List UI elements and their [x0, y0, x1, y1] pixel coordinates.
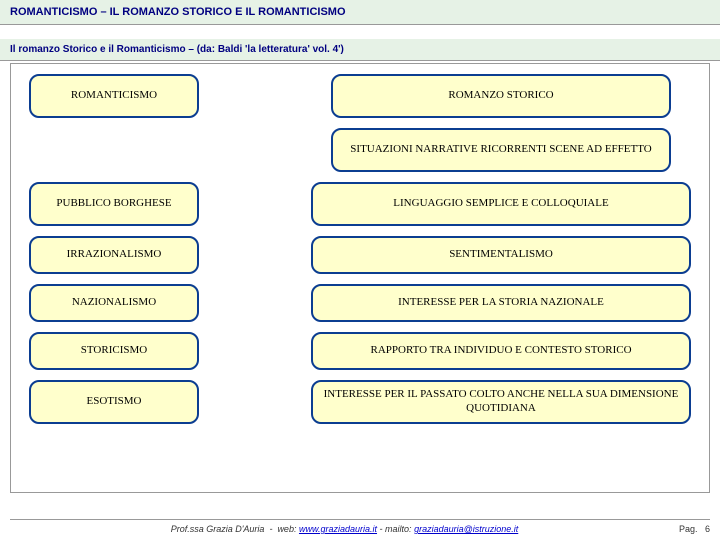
pair-row: NAZIONALISMO INTERESSE PER LA STORIA NAZ…: [29, 284, 691, 322]
page-subtitle: Il romanzo Storico e il Romanticismo – (…: [10, 44, 344, 55]
footer-author: Prof.ssa Grazia D'Auria: [171, 524, 265, 534]
node-pubblico-borghese: PUBBLICO BORGHESE: [29, 182, 199, 226]
node-situazioni-narrative: SITUAZIONI NARRATIVE RICORRENTI SCENE AD…: [331, 128, 671, 172]
page-title-bar: ROMANTICISMO – IL ROMANZO STORICO E IL R…: [0, 0, 720, 25]
node-romanzo-storico-header: ROMANZO STORICO: [331, 74, 671, 118]
node-label: ESOTISMO: [86, 395, 141, 409]
solo-row: SITUAZIONI NARRATIVE RICORRENTI SCENE AD…: [29, 128, 691, 172]
node-linguaggio-semplice: LINGUAGGIO SEMPLICE E COLLOQUIALE: [311, 182, 691, 226]
footer-page-num: 6: [705, 524, 710, 534]
node-interesse-storia-nazionale: INTERESSE PER LA STORIA NAZIONALE: [311, 284, 691, 322]
node-label: RAPPORTO TRA INDIVIDUO E CONTESTO STORIC…: [370, 344, 631, 358]
pair-row: IRRAZIONALISMO SENTIMENTALISMO: [29, 236, 691, 274]
node-romanticismo-header: ROMANTICISMO: [29, 74, 199, 118]
node-rapporto-individuo-contesto: RAPPORTO TRA INDIVIDUO E CONTESTO STORIC…: [311, 332, 691, 370]
node-storicismo: STORICISMO: [29, 332, 199, 370]
diagram-container: ROMANTICISMO ROMANZO STORICO SITUAZIONI …: [10, 63, 710, 493]
node-label: IRRAZIONALISMO: [67, 248, 162, 262]
footer-web-link[interactable]: www.graziadauria.it: [299, 524, 377, 534]
node-esotismo: ESOTISMO: [29, 380, 199, 424]
node-label: INTERESSE PER LA STORIA NAZIONALE: [398, 296, 604, 310]
node-irrazionalismo: IRRAZIONALISMO: [29, 236, 199, 274]
node-sentimentalismo: SENTIMENTALISMO: [311, 236, 691, 274]
node-label: STORICISMO: [81, 344, 147, 358]
page-title: ROMANTICISMO – IL ROMANZO STORICO E IL R…: [10, 6, 346, 18]
node-label: LINGUAGGIO SEMPLICE E COLLOQUIALE: [393, 197, 608, 211]
pair-row: PUBBLICO BORGHESE LINGUAGGIO SEMPLICE E …: [29, 182, 691, 226]
node-label: INTERESSE PER IL PASSATO COLTO ANCHE NEL…: [321, 388, 681, 416]
page-subtitle-bar: Il romanzo Storico e il Romanticismo – (…: [0, 39, 720, 61]
node-label: ROMANTICISMO: [71, 89, 157, 103]
header-row: ROMANTICISMO ROMANZO STORICO: [29, 74, 691, 118]
node-label: SITUAZIONI NARRATIVE RICORRENTI SCENE AD…: [350, 143, 651, 157]
node-nazionalismo: NAZIONALISMO: [29, 284, 199, 322]
node-label: PUBBLICO BORGHESE: [56, 197, 171, 211]
pair-row: STORICISMO RAPPORTO TRA INDIVIDUO E CONT…: [29, 332, 691, 370]
node-label: ROMANZO STORICO: [448, 89, 553, 103]
footer-page: Pag. 6: [679, 524, 710, 534]
node-interesse-passato-quotidiano: INTERESSE PER IL PASSATO COLTO ANCHE NEL…: [311, 380, 691, 424]
footer: Prof.ssa Grazia D'Auria - web: www.grazi…: [10, 519, 710, 534]
node-label: NAZIONALISMO: [72, 296, 156, 310]
footer-mailto-label: - mailto:: [380, 524, 412, 534]
footer-page-label: Pag.: [679, 524, 698, 534]
pair-row: ESOTISMO INTERESSE PER IL PASSATO COLTO …: [29, 380, 691, 424]
node-label: SENTIMENTALISMO: [449, 248, 553, 262]
footer-mailto-link[interactable]: graziadauria@istruzione.it: [414, 524, 518, 534]
footer-web-label: web:: [277, 524, 296, 534]
